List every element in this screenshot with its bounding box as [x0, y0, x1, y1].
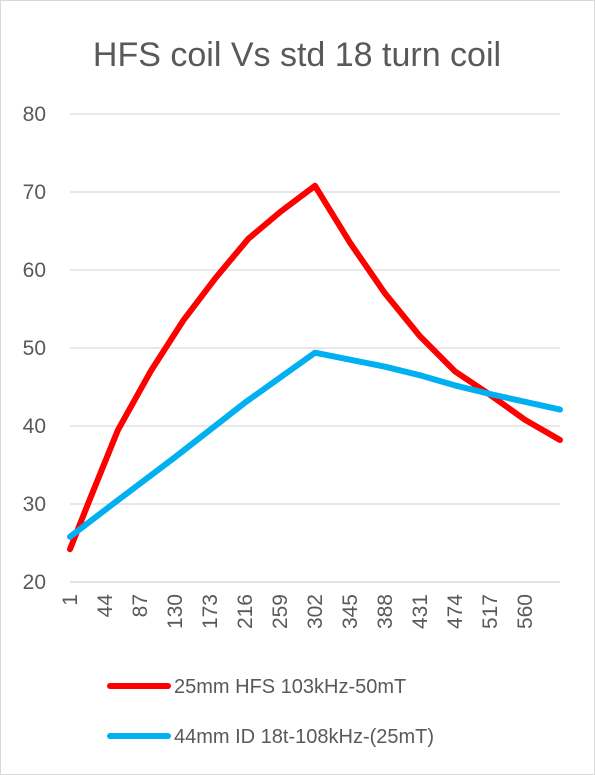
x-tick-label: 388 [374, 594, 397, 629]
x-tick-label: 474 [444, 594, 467, 629]
y-tick-label: 60 [23, 259, 46, 282]
x-tick-label: 44 [94, 594, 117, 618]
y-axis: 20 30 40 50 60 70 80 [23, 103, 46, 594]
series-lines [67, 182, 563, 553]
series-line [67, 182, 563, 553]
legend-label: 25mm HFS 103kHz-50mT [174, 676, 406, 698]
x-tick-label: 87 [129, 594, 152, 617]
x-tick-label: 1 [59, 594, 82, 606]
legend-label: 44mm ID 18t-108kHz-(25mT) [174, 726, 434, 748]
x-tick-label: 302 [304, 594, 327, 629]
x-tick-label: 259 [269, 594, 292, 629]
gridlines [70, 113, 560, 583]
series-line [67, 349, 563, 540]
y-tick-label: 20 [23, 571, 46, 594]
x-tick-label: 431 [409, 594, 432, 629]
chart-title: HFS coil Vs std 18 turn coil [93, 36, 501, 74]
x-tick-label: 345 [339, 594, 362, 629]
x-tick-label: 517 [479, 594, 502, 629]
y-tick-label: 80 [23, 103, 46, 126]
y-tick-label: 50 [23, 337, 46, 360]
x-tick-label: 173 [199, 594, 222, 629]
y-tick-label: 70 [23, 181, 46, 204]
x-tick-label: 130 [164, 594, 187, 629]
y-tick-label: 30 [23, 493, 46, 516]
y-tick-label: 40 [23, 415, 46, 438]
x-tick-label: 560 [514, 594, 537, 629]
x-axis: 1 44 87 130 173 216 259 302 345 388 431 474 517 560 [59, 594, 537, 629]
x-tick-label: 216 [234, 594, 257, 629]
legend: 25mm HFS 103kHz-50mT 44mm ID 18t-108kHz-(… [107, 676, 434, 748]
